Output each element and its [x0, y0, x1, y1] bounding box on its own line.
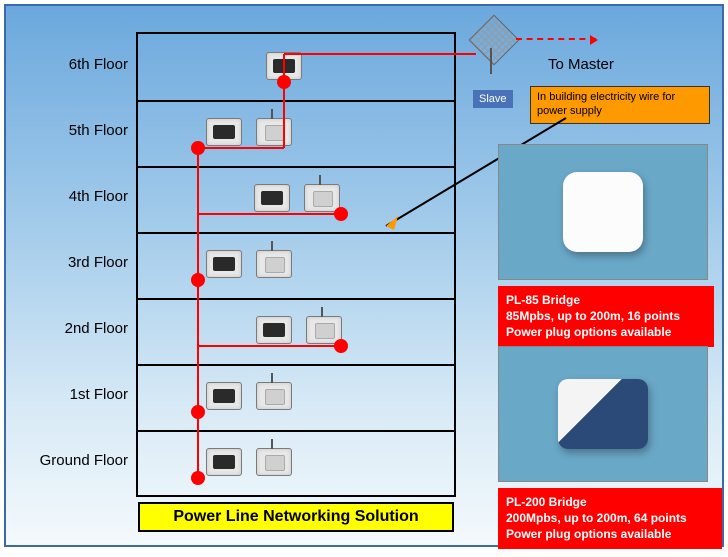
wire-horizontal — [198, 213, 341, 215]
floor-label: 2nd Floor — [18, 320, 128, 337]
floor-divider — [138, 232, 454, 234]
wire-vertical — [283, 82, 285, 148]
callout-box: In building electricity wire for power s… — [530, 86, 710, 124]
product-info-box: PL-200 Bridge200Mpbs, up to 200m, 64 poi… — [498, 488, 722, 549]
powerline-adapter-icon — [256, 316, 292, 344]
product-photo — [498, 144, 708, 280]
slave-label: Slave — [473, 90, 513, 108]
floor-divider — [138, 430, 454, 432]
access-point-icon — [304, 184, 340, 212]
wire-vertical — [283, 54, 285, 82]
floor-label: Ground Floor — [18, 452, 128, 469]
wire-horizontal — [198, 345, 341, 347]
wire-horizontal — [284, 53, 476, 55]
antenna-icon — [468, 20, 518, 70]
floor-label: 6th Floor — [18, 56, 128, 73]
floor-divider — [138, 166, 454, 168]
product-info-box: PL-85 Bridge85Mpbs, up to 200m, 16 point… — [498, 286, 714, 347]
access-point-icon — [256, 448, 292, 476]
diagram-frame: 6th Floor 5th Floor 4th Floor 3rd Floor 2nd … — [4, 4, 724, 547]
powerline-adapter-icon — [254, 184, 290, 212]
floor-divider — [138, 100, 454, 102]
dashed-arrow — [516, 38, 596, 40]
to-master-label: To Master — [548, 56, 614, 73]
floor-divider — [138, 298, 454, 300]
wire-vertical — [197, 148, 199, 478]
powerline-adapter-icon — [206, 382, 242, 410]
floor-label: 5th Floor — [18, 122, 128, 139]
wire-horizontal — [198, 147, 284, 149]
floor-divider — [138, 364, 454, 366]
powerline-adapter-icon — [206, 118, 242, 146]
powerline-adapter-icon — [206, 250, 242, 278]
access-point-icon — [256, 118, 292, 146]
access-point-icon — [256, 382, 292, 410]
powerline-adapter-icon — [206, 448, 242, 476]
floor-label: 4th Floor — [18, 188, 128, 205]
access-point-icon — [256, 250, 292, 278]
product-photo — [498, 346, 708, 482]
floor-label: 1st Floor — [18, 386, 128, 403]
building-outline — [136, 32, 456, 497]
floor-label: 3rd Floor — [18, 254, 128, 271]
diagram-title: Power Line Networking Solution — [138, 502, 454, 532]
